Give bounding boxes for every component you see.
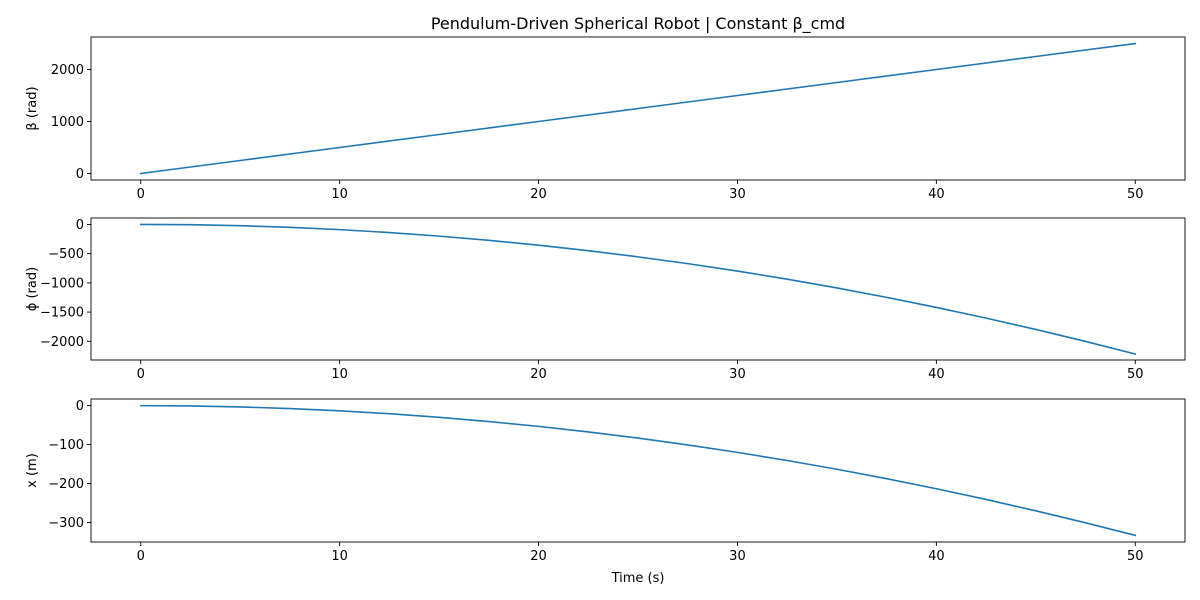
x-tick-label-beta-50: 50 — [1127, 187, 1144, 202]
y-tick-label-x--200: −200 — [48, 477, 84, 492]
y-tick-label-phi--1500: −1500 — [40, 306, 84, 321]
x-tick-label-beta-10: 10 — [331, 187, 348, 202]
x-tick-label-beta-40: 40 — [928, 187, 945, 202]
x-tick-label-x-40: 40 — [928, 549, 945, 564]
x-tick-label-phi-0: 0 — [137, 367, 145, 382]
x-tick-label-phi-50: 50 — [1127, 367, 1144, 382]
series-line-beta-0 — [139, 42, 1137, 175]
x-tick-label-phi-30: 30 — [729, 367, 746, 382]
y-tick-label-phi--1000: −1000 — [40, 276, 84, 291]
y-tick-label-beta-2000: 2000 — [51, 63, 84, 78]
x-tick-label-beta-20: 20 — [530, 187, 547, 202]
y-tick-label-beta-0: 0 — [76, 167, 84, 182]
x-tick-label-x-30: 30 — [729, 549, 746, 564]
axes-frame-x — [90, 398, 1186, 543]
chart-title: Pendulum-Driven Spherical Robot | Consta… — [431, 14, 845, 34]
y-axis-label-phi: ϕ (rad) — [25, 267, 40, 311]
y-tick-label-phi--2000: −2000 — [40, 335, 84, 350]
x-tick-label-beta-0: 0 — [137, 187, 145, 202]
x-tick-label-phi-40: 40 — [928, 367, 945, 382]
y-tick-label-phi--500: −500 — [48, 247, 84, 262]
y-tick-label-x--300: −300 — [48, 516, 84, 531]
x-tick-label-beta-30: 30 — [729, 187, 746, 202]
chart-beta: 0 10 20 30 40 50 0 1000 2000 β (rad) Pendulum-Driv… — [25, 14, 1186, 202]
x-axis-label-x: Time (s) — [611, 571, 665, 586]
y-axis-label-x: x (m) — [25, 453, 40, 488]
y-tick-label-beta-1000: 1000 — [51, 115, 84, 130]
y-tick-label-x-0: 0 — [76, 399, 84, 414]
y-tick-label-phi-0: 0 — [76, 218, 84, 233]
x-tick-label-x-10: 10 — [331, 549, 348, 564]
axes-frame-phi — [90, 217, 1186, 361]
y-axis-label-beta: β (rad) — [25, 86, 40, 130]
x-tick-label-phi-20: 20 — [530, 367, 547, 382]
axes-frame-beta — [90, 36, 1186, 181]
y-tick-label-x--100: −100 — [48, 438, 84, 453]
series-line-x-0 — [139, 404, 1137, 537]
x-tick-label-x-50: 50 — [1127, 549, 1144, 564]
x-tick-label-phi-10: 10 — [331, 367, 348, 382]
series-line-phi-0 — [139, 223, 1137, 356]
x-tick-label-x-20: 20 — [530, 549, 547, 564]
x-tick-label-x-0: 0 — [137, 549, 145, 564]
chart-phi: 0 10 20 30 40 50 0 −500 −1000 −1500 −2000 ϕ (rad) — [25, 217, 1186, 382]
chart-x: 0 10 20 30 40 50 0 −100 −200 −300 x (m) Time (s) — [25, 398, 1186, 586]
